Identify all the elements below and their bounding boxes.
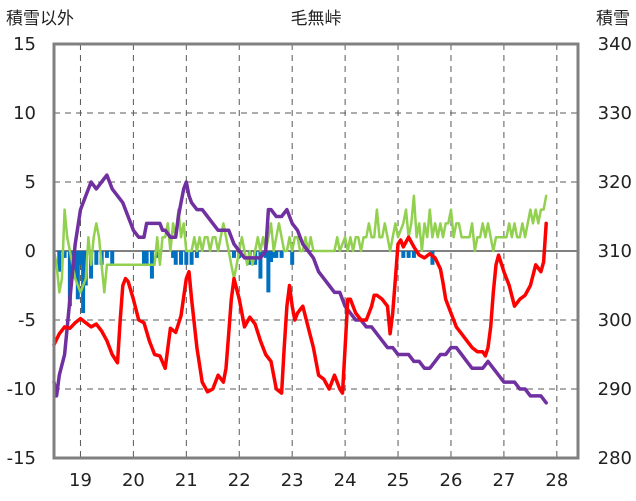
x-tick-label-0: 19 — [69, 470, 92, 491]
x-tick-label-3: 22 — [228, 470, 251, 491]
precip-bar-4 — [73, 251, 78, 279]
snow_depth-line — [52, 173, 548, 405]
left-tick-label-6: -15 — [7, 448, 36, 469]
precip-bar-36 — [401, 251, 406, 258]
right-axis-title: 積雪 — [596, 9, 630, 29]
precip-bar-19 — [173, 251, 178, 265]
precip-bar-21 — [184, 251, 189, 265]
series-lines — [52, 173, 548, 405]
plot-frame — [52, 42, 580, 460]
precip-bar-15 — [144, 251, 149, 265]
precip-bar-10 — [94, 251, 99, 265]
precip-bar-38 — [411, 251, 416, 258]
precip-bar-23 — [194, 251, 199, 258]
left-tick-label-2: 5 — [25, 172, 36, 193]
left-tick-label-0: 15 — [13, 34, 36, 55]
precip-bar-1 — [62, 251, 67, 258]
precip-bar-0 — [57, 251, 62, 272]
left-axis-ticks: 15 10 5 0 -5 -10 -15 — [7, 34, 36, 469]
right-tick-label-0: 340 — [598, 34, 632, 55]
precip-bar-32 — [271, 251, 276, 258]
right-tick-label-1: 330 — [598, 103, 632, 124]
precip-bar-22 — [189, 251, 194, 265]
right-tick-label-6: 280 — [598, 448, 632, 469]
x-tick-label-9: 28 — [545, 470, 568, 491]
precip-bar-20 — [179, 251, 184, 265]
precip-bar-31 — [269, 251, 274, 263]
x-tick-label-2: 21 — [175, 470, 198, 491]
left-tick-label-3: 0 — [25, 241, 36, 262]
precip-bar-24 — [231, 251, 236, 258]
wind-line — [52, 194, 548, 294]
temperature-line — [52, 221, 548, 395]
precip-bar-14 — [141, 251, 146, 265]
precip-bar-5 — [75, 251, 80, 300]
x-tick-label-1: 20 — [122, 470, 145, 491]
precip-bar-34 — [279, 251, 284, 258]
precip-bar-12 — [104, 251, 109, 258]
precip-bar-28 — [258, 251, 263, 279]
right-tick-label-5: 290 — [598, 379, 632, 400]
left-tick-label-4: -5 — [18, 310, 36, 331]
right-axis-ticks: 340 330 320 310 300 290 280 — [598, 34, 632, 469]
x-axis-ticks: 19 20 21 22 23 24 25 26 27 28 — [69, 470, 568, 491]
precip-bar-13 — [110, 251, 115, 265]
chart-title: 毛無峠 — [291, 9, 342, 29]
precip-bar-37 — [406, 251, 411, 258]
x-tick-label-8: 27 — [492, 470, 515, 491]
right-tick-label-2: 320 — [598, 172, 632, 193]
precip-bar-30 — [266, 251, 271, 293]
precip-bar-33 — [274, 251, 279, 258]
x-tick-label-4: 23 — [281, 470, 304, 491]
x-tick-label-6: 25 — [387, 470, 410, 491]
precip-bar-18 — [171, 251, 176, 258]
precip-bar-2 — [67, 251, 72, 307]
left-tick-label-1: 10 — [13, 103, 36, 124]
left-tick-label-5: -10 — [7, 379, 36, 400]
left-axis-title: 積雪以外 — [6, 9, 74, 29]
grid — [54, 44, 578, 458]
right-tick-label-3: 310 — [598, 241, 632, 262]
x-tick-label-5: 24 — [334, 470, 357, 491]
precip-bar-29 — [263, 251, 268, 258]
right-tick-label-4: 300 — [598, 310, 632, 331]
precip-bar-6 — [78, 251, 83, 265]
precip-bar-7 — [81, 251, 86, 314]
precip-bar-35 — [290, 251, 295, 265]
x-tick-label-7: 26 — [440, 470, 463, 491]
precip-bar-17 — [155, 251, 160, 258]
